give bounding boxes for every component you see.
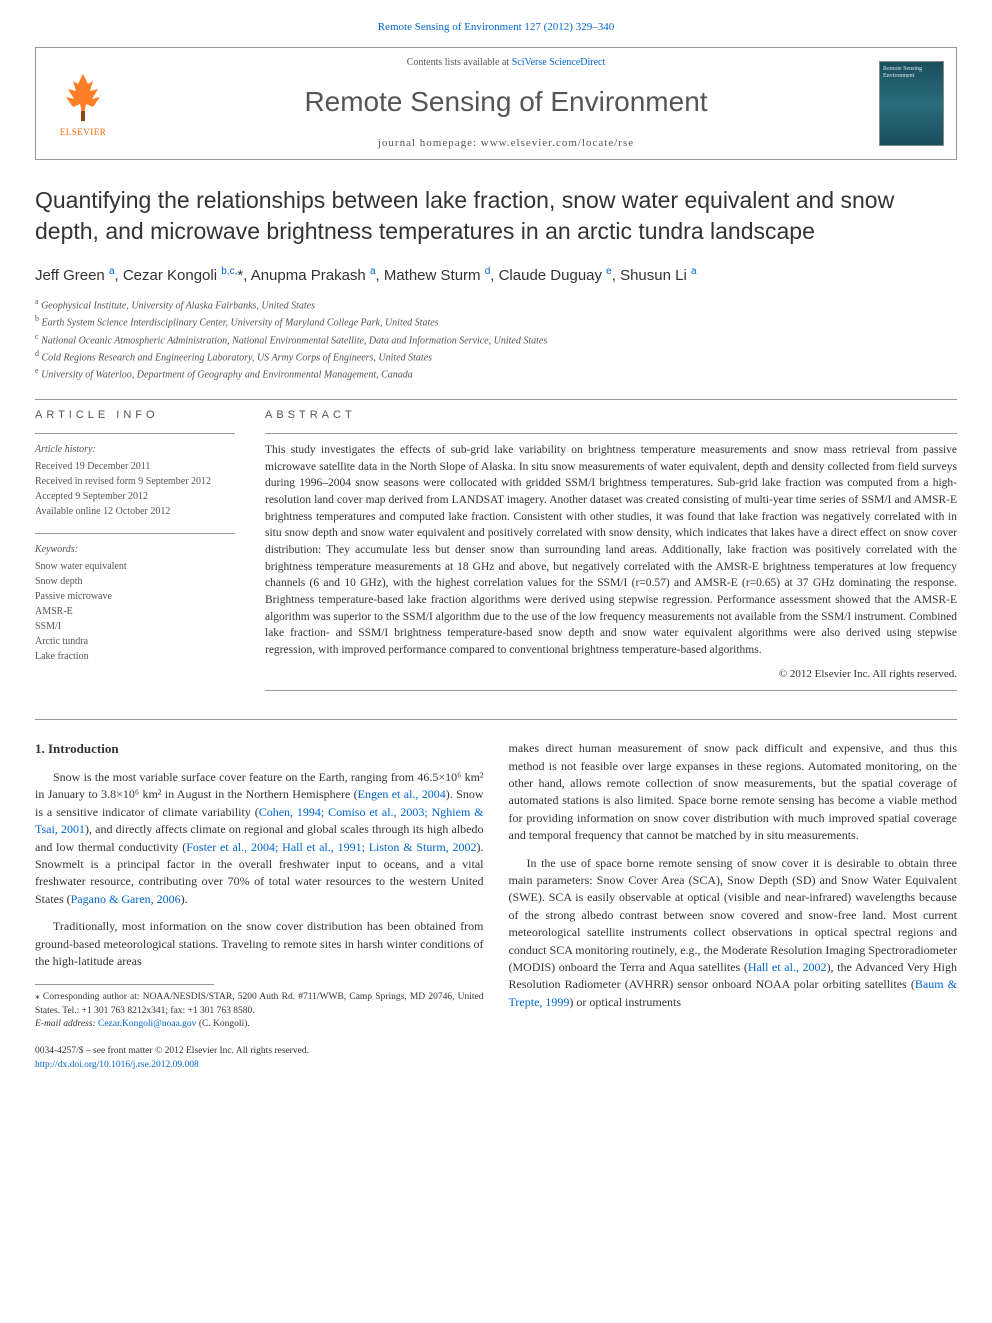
article-history-block: Article history: Received 19 December 20… (35, 442, 235, 519)
footer-issn-line: 0034-4257/$ – see front matter © 2012 El… (35, 1045, 484, 1072)
affiliation-line: c National Oceanic Atmospheric Administr… (35, 331, 957, 348)
keyword-line: Snow water equivalent (35, 559, 235, 574)
journal-homepage: journal homepage: www.elsevier.com/locat… (133, 136, 879, 151)
publisher-name: ELSEVIER (60, 126, 107, 139)
cover-title-text: Remote Sensing Environment (883, 66, 940, 79)
email-suffix: (C. Kongoli). (196, 1019, 249, 1029)
header-center: Contents lists available at SciVerse Sci… (133, 56, 879, 151)
email-link[interactable]: Cezar.Kongoli@noaa.gov (98, 1019, 196, 1029)
intro-text: ). (181, 892, 188, 906)
keyword-line: Passive microwave (35, 589, 235, 604)
history-line: Received in revised form 9 September 201… (35, 474, 235, 489)
abstract-text: This study investigates the effects of s… (265, 442, 957, 659)
article-info-heading: ARTICLE INFO (35, 408, 235, 423)
journal-citation-link[interactable]: Remote Sensing of Environment 127 (2012)… (35, 20, 957, 35)
abstract-copyright: © 2012 Elsevier Inc. All rights reserved… (265, 667, 957, 682)
affiliations-block: a Geophysical Institute, University of A… (35, 296, 957, 383)
intro-para-4: In the use of space borne remote sensing… (509, 855, 958, 1012)
journal-name: Remote Sensing of Environment (133, 82, 879, 121)
body-top-divider (35, 719, 957, 720)
introduction-heading: 1. Introduction (35, 740, 484, 759)
issn-text: 0034-4257/$ – see front matter © 2012 El… (35, 1045, 484, 1058)
email-label: E-mail address: (35, 1019, 98, 1029)
section-divider (35, 399, 957, 400)
article-info-column: ARTICLE INFO Article history: Received 1… (35, 408, 235, 700)
footnote-address: ⁎ Corresponding author at: NOAA/NESDIS/S… (35, 991, 484, 1018)
abstract-bottom-divider (265, 690, 957, 691)
affiliation-line: a Geophysical Institute, University of A… (35, 296, 957, 313)
doi-link[interactable]: http://dx.doi.org/10.1016/j.rse.2012.09.… (35, 1060, 199, 1070)
keyword-line: Lake fraction (35, 649, 235, 664)
citation-link[interactable]: Engen et al., 2004 (358, 787, 446, 801)
contents-prefix: Contents lists available at (407, 57, 512, 68)
body-column-left: 1. Introduction Snow is the most variabl… (35, 740, 484, 1072)
info-divider (35, 533, 235, 534)
elsevier-logo: ELSEVIER (48, 64, 118, 144)
intro-text: In the use of space borne remote sensing… (509, 856, 958, 974)
history-line: Available online 12 October 2012 (35, 504, 235, 519)
affiliation-line: b Earth System Science Interdisciplinary… (35, 313, 957, 330)
citation-link[interactable]: Pagano & Garen, 2006 (71, 892, 181, 906)
info-abstract-row: ARTICLE INFO Article history: Received 1… (35, 408, 957, 700)
contents-available-line: Contents lists available at SciVerse Sci… (133, 56, 879, 70)
authors-line: Jeff Green a, Cezar Kongoli b,c,*, Anupm… (35, 265, 957, 286)
article-title: Quantifying the relationships between la… (35, 185, 957, 247)
keyword-line: SSM/I (35, 619, 235, 634)
keyword-line: AMSR-E (35, 604, 235, 619)
abstract-column: ABSTRACT This study investigates the eff… (265, 408, 957, 700)
keywords-block: Keywords: Snow water equivalentSnow dept… (35, 542, 235, 664)
keyword-line: Snow depth (35, 574, 235, 589)
history-line: Accepted 9 September 2012 (35, 489, 235, 504)
citation-link[interactable]: Hall et al., 2002 (748, 960, 827, 974)
journal-cover-thumbnail: Remote Sensing Environment (879, 61, 944, 146)
intro-para-1: Snow is the most variable surface cover … (35, 769, 484, 908)
keyword-line: Arctic tundra (35, 634, 235, 649)
info-divider (35, 433, 235, 434)
corresponding-author-footnote: ⁎ Corresponding author at: NOAA/NESDIS/S… (35, 991, 484, 1031)
citation-link[interactable]: Foster et al., 2004; Hall et al., 1991; … (186, 840, 476, 854)
intro-text: ) or optical instruments (569, 995, 681, 1009)
elsevier-tree-icon (58, 69, 108, 124)
footnote-separator (35, 984, 214, 985)
intro-para-3: makes direct human measurement of snow p… (509, 740, 958, 844)
history-line: Received 19 December 2011 (35, 459, 235, 474)
affiliation-line: d Cold Regions Research and Engineering … (35, 348, 957, 365)
abstract-divider (265, 433, 957, 434)
history-label: Article history: (35, 442, 235, 457)
sciencedirect-link[interactable]: SciVerse ScienceDirect (512, 57, 606, 68)
body-columns: 1. Introduction Snow is the most variabl… (35, 740, 957, 1072)
intro-para-2: Traditionally, most information on the s… (35, 918, 484, 970)
footnote-email-line: E-mail address: Cezar.Kongoli@noaa.gov (… (35, 1018, 484, 1031)
keywords-label: Keywords: (35, 542, 235, 557)
body-column-right: makes direct human measurement of snow p… (509, 740, 958, 1072)
journal-header-box: ELSEVIER Contents lists available at Sci… (35, 47, 957, 160)
affiliation-line: e University of Waterloo, Department of … (35, 365, 957, 382)
abstract-heading: ABSTRACT (265, 408, 957, 423)
